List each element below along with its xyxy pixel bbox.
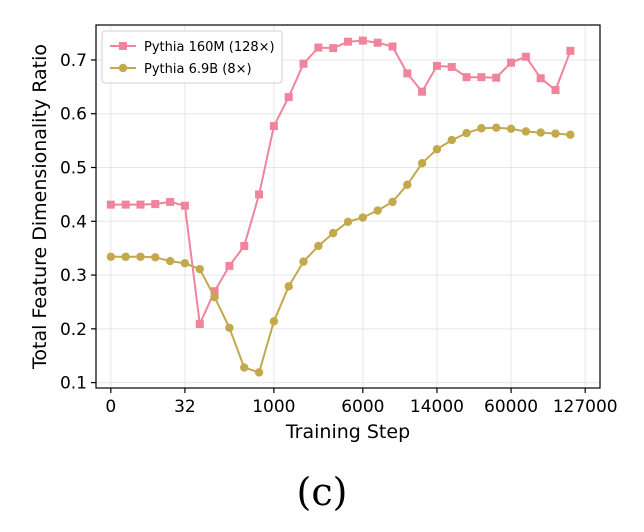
- legend-box: [101, 30, 283, 84]
- data-point: [329, 44, 338, 53]
- legend-label: Pythia 160M (128×): [144, 40, 275, 55]
- data-point: [344, 37, 352, 46]
- data-point: [225, 261, 234, 270]
- data-point: [551, 86, 560, 95]
- data-point: [521, 52, 530, 61]
- data-point: [284, 93, 293, 102]
- data-point: [343, 217, 353, 227]
- legend-marker: [119, 42, 127, 50]
- series-1: [106, 36, 575, 329]
- data-point: [240, 363, 249, 372]
- data-point: [536, 74, 545, 83]
- data-point: [121, 252, 130, 261]
- data-point: [210, 287, 219, 296]
- data-point: [210, 292, 219, 302]
- data-point: [136, 200, 145, 209]
- y-tick-label: 0.5: [60, 159, 87, 179]
- plot-frame: [95, 24, 601, 389]
- data-point: [373, 206, 382, 215]
- data-point: [106, 252, 116, 261]
- data-point: [299, 59, 308, 68]
- y-tick-label: 0.7: [60, 51, 87, 71]
- data-point: [462, 128, 471, 138]
- data-point: [506, 124, 516, 133]
- data-point: [403, 69, 412, 78]
- data-point: [447, 62, 456, 71]
- data-point: [358, 36, 367, 45]
- data-point: [388, 42, 397, 51]
- data-point: [166, 197, 175, 206]
- y-tick-label: 0.6: [60, 105, 87, 125]
- data-point: [269, 122, 278, 131]
- data-point: [477, 73, 486, 82]
- data-point: [566, 130, 575, 139]
- data-point: [151, 200, 160, 209]
- axis-ticks: 0.1 0.2 0.3 0.4 0.5 0.6 0.7 0 32 1000 6000 14000 600…: [60, 51, 618, 417]
- data-point: [566, 46, 575, 55]
- x-tick-label: 0: [105, 397, 116, 417]
- data-point: [521, 127, 531, 136]
- data-point: [536, 128, 545, 137]
- series-layer: [106, 36, 575, 377]
- legend-marker: [118, 63, 128, 73]
- data-point: [417, 159, 427, 168]
- y-tick-label: 0.1: [60, 374, 87, 394]
- data-point: [121, 200, 130, 209]
- data-point: [195, 264, 204, 274]
- legend-entry: Pythia 160M (128×): [110, 40, 275, 55]
- data-point: [432, 61, 441, 70]
- x-tick-label: 14000: [410, 397, 464, 417]
- legend-label: Pythia 6.9B (8×): [144, 62, 252, 77]
- legend-entry: Pythia 6.9B (8×): [110, 62, 252, 77]
- data-point: [255, 190, 264, 199]
- data-point: [403, 180, 412, 189]
- figure-caption: (c): [296, 470, 348, 514]
- x-tick-label: 6000: [341, 397, 384, 417]
- x-tick-label: 127000: [553, 397, 618, 417]
- data-point: [328, 228, 338, 238]
- data-point: [507, 58, 516, 67]
- data-point: [106, 200, 115, 209]
- data-point: [418, 87, 427, 96]
- x-tick-label: 32: [174, 397, 196, 417]
- y-tick-label: 0.2: [60, 320, 87, 340]
- data-point: [477, 124, 486, 133]
- data-point: [314, 241, 323, 251]
- y-tick-label: 0.4: [60, 212, 87, 232]
- data-point: [180, 259, 190, 268]
- series-2: [106, 123, 575, 377]
- data-point: [284, 282, 293, 291]
- data-point: [551, 129, 560, 138]
- data-point: [136, 252, 145, 261]
- grid-lines: [96, 25, 600, 388]
- y-tick-label: 0.3: [60, 266, 87, 286]
- x-tick-label: 1000: [252, 397, 295, 417]
- data-point: [180, 201, 189, 210]
- x-axis-label: Training Step: [285, 421, 410, 443]
- data-point: [314, 43, 323, 52]
- series-line: [110, 126, 571, 374]
- data-point: [373, 38, 382, 47]
- data-point: [195, 320, 204, 329]
- data-point: [254, 368, 264, 377]
- legend: Pythia 160M (128×) Pythia 6.9B (8×): [101, 30, 283, 84]
- data-point: [151, 253, 160, 262]
- data-point: [462, 73, 471, 82]
- data-point: [432, 145, 442, 154]
- data-point: [225, 323, 234, 332]
- data-point: [447, 135, 456, 145]
- data-point: [299, 257, 308, 266]
- x-tick-label: 60000: [484, 397, 538, 417]
- y-axis-label: Total Feature Dimensionality Ratio: [29, 44, 51, 370]
- data-point: [492, 123, 501, 132]
- data-point: [269, 317, 279, 326]
- data-point: [358, 213, 368, 222]
- data-point: [492, 73, 501, 82]
- data-point: [165, 256, 175, 266]
- line-chart: 0.1 0.2 0.3 0.4 0.5 0.6 0.7 0 32 1000 6000 14000 600…: [29, 24, 618, 443]
- data-point: [388, 197, 397, 207]
- data-point: [240, 242, 249, 251]
